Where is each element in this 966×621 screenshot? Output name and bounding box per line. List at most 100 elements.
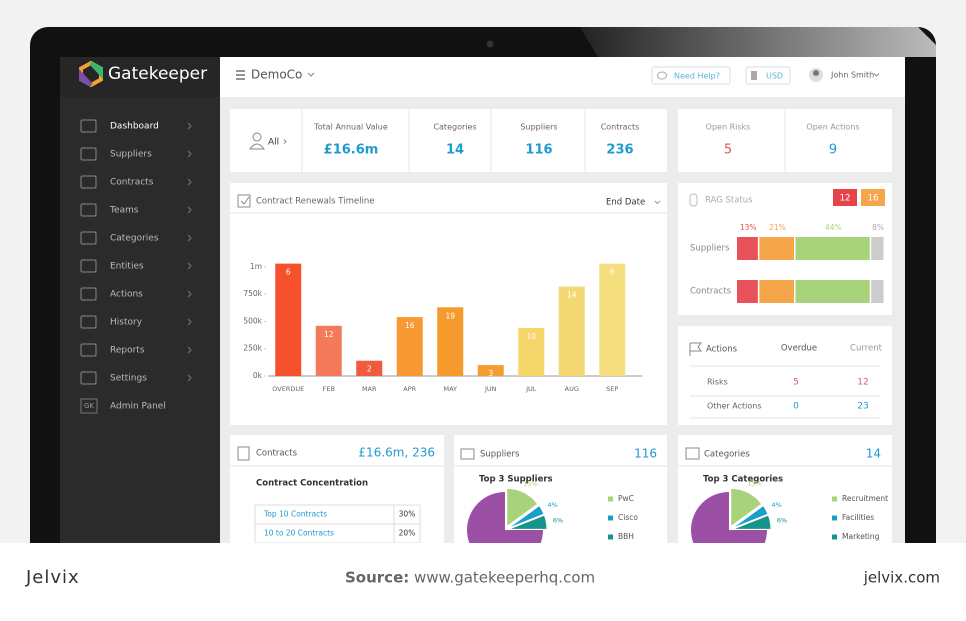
nav-item[interactable]: GK Admin Panel <box>80 398 166 414</box>
bar[interactable] <box>558 286 585 376</box>
actions-value[interactable]: 0 <box>793 402 799 412</box>
rag-segment <box>737 237 758 260</box>
source-label: Source: <box>345 569 409 587</box>
nav-chevron <box>187 290 192 298</box>
card-subtitle: Top 3 Suppliers <box>479 475 553 485</box>
nav-item[interactable]: Actions <box>80 287 192 301</box>
help-icon <box>657 71 667 80</box>
bar-count: 16 <box>405 321 415 330</box>
bar[interactable] <box>275 263 302 376</box>
filter-chevron <box>283 139 287 144</box>
rag-segment <box>737 280 758 303</box>
nav-chevron <box>187 234 192 242</box>
legend-label: Recruitment <box>842 494 888 503</box>
actions-value[interactable]: 12 <box>857 378 868 388</box>
bar[interactable] <box>477 365 504 376</box>
rag-value-label: 13% <box>740 223 757 232</box>
rag-badge <box>861 189 885 206</box>
risk-label: Open Risks <box>706 123 751 132</box>
legend-swatch <box>832 534 837 540</box>
currency[interactable]: USD <box>766 72 783 81</box>
risk-value: 9 <box>829 143 837 158</box>
table-link[interactable]: 10 to 20 Contracts <box>264 529 334 538</box>
card-count: 14 <box>866 447 881 461</box>
card-icons <box>237 132 702 461</box>
bar-count: 3 <box>488 369 493 378</box>
pie-label: 6% <box>777 516 787 524</box>
logo-hex-part <box>89 61 103 80</box>
actions-column: Current <box>850 344 883 354</box>
kpi-label: Suppliers <box>520 123 557 132</box>
y-tick-label: 250k <box>243 344 262 353</box>
user-menu[interactable]: John Smith <box>830 71 874 80</box>
bar-count: 14 <box>567 291 577 300</box>
nav-icon <box>80 259 97 273</box>
kpi-label: Contracts <box>601 123 640 132</box>
pie-slice <box>508 514 548 530</box>
card-count: 116 <box>634 447 657 461</box>
company-select[interactable]: DemoCo <box>251 68 302 82</box>
help-button[interactable] <box>651 66 731 85</box>
legend-label: PwC <box>618 494 634 503</box>
nav-item[interactable]: Teams <box>80 203 192 217</box>
pie-rest <box>691 492 767 543</box>
legend-swatch <box>832 515 837 521</box>
nav-label: Actions <box>110 290 143 300</box>
bar[interactable] <box>356 360 383 376</box>
help-text[interactable]: Need Help? <box>674 72 720 81</box>
actions-row-label: Risks <box>707 378 728 387</box>
dividers <box>230 109 892 467</box>
bar[interactable] <box>599 263 626 376</box>
bar[interactable] <box>518 328 545 376</box>
nav-label: Suppliers <box>110 150 152 160</box>
pie-label: 4% <box>771 501 781 509</box>
nav-item[interactable]: Contracts <box>80 175 192 189</box>
nav-item[interactable]: Reports <box>80 343 192 357</box>
x-tick-label: OVERDUE <box>272 385 304 393</box>
actions-column: Overdue <box>781 344 817 354</box>
bar[interactable] <box>396 317 423 376</box>
table-link[interactable]: Top 10 Contracts <box>263 510 327 519</box>
card-title: Categories <box>704 450 750 460</box>
rag-value-label: 8% <box>872 223 884 232</box>
pie-slice <box>732 514 772 530</box>
bar[interactable] <box>315 325 342 376</box>
actions-value[interactable]: 5 <box>793 378 799 388</box>
sort-select[interactable]: End Date <box>606 198 645 208</box>
nav-item[interactable]: Dashboard <box>80 119 192 133</box>
pie-slice <box>730 488 763 528</box>
nav-icon <box>80 119 97 133</box>
caret <box>654 200 661 205</box>
nav-item[interactable]: Entities <box>80 259 192 273</box>
actions-value[interactable]: 23 <box>857 402 868 412</box>
nav-label: Entities <box>110 262 144 272</box>
actions-row-label: Other Actions <box>707 402 761 411</box>
nav-icon <box>80 343 97 357</box>
nav-item[interactable]: History <box>80 315 192 329</box>
nav-item[interactable]: Suppliers <box>80 147 192 161</box>
rag-segment <box>759 237 795 260</box>
legend-swatch <box>608 534 613 540</box>
check <box>240 196 250 205</box>
table-cell <box>393 523 421 543</box>
bar-count: 12 <box>324 330 334 339</box>
x-tick-label: MAY <box>443 385 457 393</box>
logo-icon <box>79 60 103 88</box>
pie-label: 6% <box>553 516 563 524</box>
admin-badge-box <box>80 398 98 414</box>
menu-icon[interactable] <box>236 70 245 80</box>
checkbox-icon <box>237 194 251 208</box>
topbar <box>220 57 905 97</box>
nav-label: Teams <box>109 206 139 216</box>
nav-item[interactable]: Settings <box>80 371 192 385</box>
y-tick-label: 0k <box>253 371 263 380</box>
rag-segment <box>871 280 884 303</box>
nav-item[interactable]: Categories <box>80 231 192 245</box>
rag-title: RAG Status <box>705 196 753 206</box>
nav-label: Admin Panel <box>110 402 166 412</box>
rag-badge-value: 16 <box>868 194 879 204</box>
bar[interactable] <box>437 307 464 376</box>
rag-value-label: 44% <box>825 223 842 232</box>
rag-segment <box>795 280 870 303</box>
nav-icon <box>80 203 97 217</box>
